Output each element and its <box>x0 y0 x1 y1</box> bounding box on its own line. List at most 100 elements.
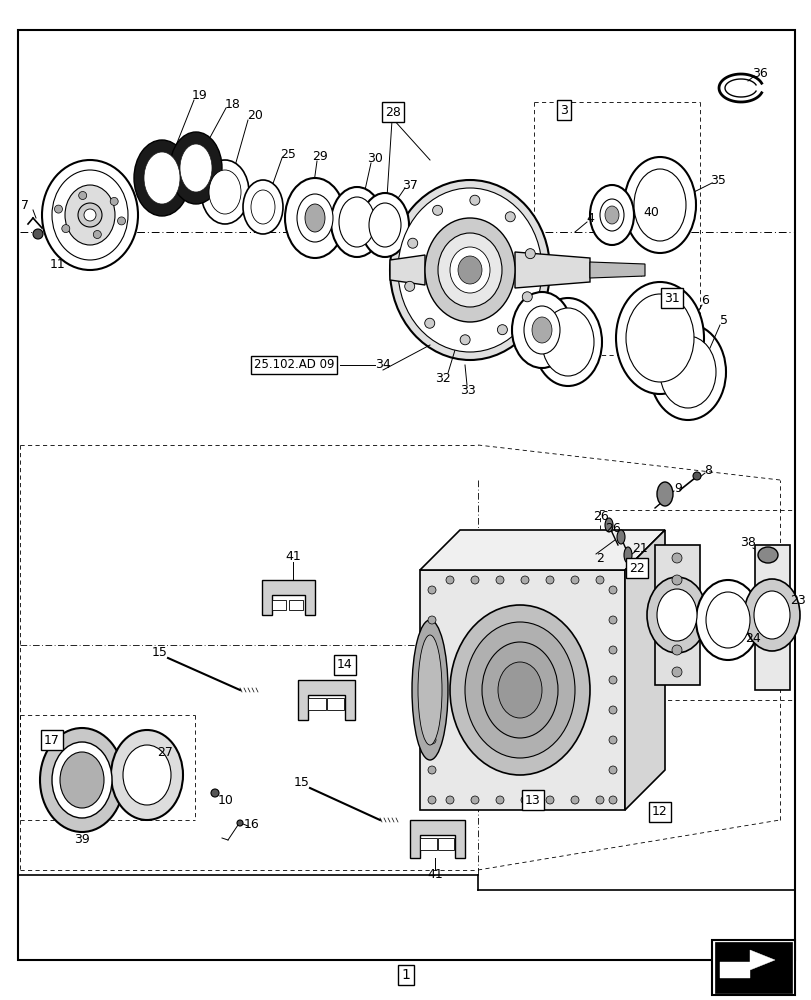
Ellipse shape <box>705 592 749 648</box>
Circle shape <box>672 575 681 585</box>
Ellipse shape <box>541 308 594 376</box>
Bar <box>327 698 344 710</box>
Polygon shape <box>754 545 789 690</box>
Text: 30: 30 <box>367 152 383 165</box>
Circle shape <box>237 820 242 826</box>
Circle shape <box>33 229 43 239</box>
Ellipse shape <box>753 591 789 639</box>
Ellipse shape <box>449 247 489 293</box>
Polygon shape <box>719 950 774 978</box>
Text: 16: 16 <box>244 818 260 831</box>
Text: 18: 18 <box>225 98 241 111</box>
Circle shape <box>110 197 118 205</box>
Ellipse shape <box>297 194 333 242</box>
Ellipse shape <box>411 620 448 760</box>
Ellipse shape <box>285 178 345 258</box>
Text: 33: 33 <box>460 383 475 396</box>
Ellipse shape <box>616 282 703 394</box>
Text: 2: 2 <box>595 552 603 564</box>
Text: 1: 1 <box>401 968 410 982</box>
Text: 15: 15 <box>294 776 310 790</box>
Circle shape <box>521 796 528 804</box>
Ellipse shape <box>111 730 182 820</box>
Text: 39: 39 <box>74 833 90 846</box>
Bar <box>307 698 325 710</box>
Ellipse shape <box>482 642 557 738</box>
Ellipse shape <box>201 160 249 224</box>
Ellipse shape <box>512 292 571 368</box>
Text: 25.102.AD 09: 25.102.AD 09 <box>253 359 334 371</box>
Text: 40: 40 <box>642 206 658 219</box>
Text: 41: 41 <box>427 868 442 882</box>
Circle shape <box>497 325 507 335</box>
Polygon shape <box>298 680 354 720</box>
Ellipse shape <box>590 185 633 245</box>
Circle shape <box>692 472 700 480</box>
Circle shape <box>427 586 436 594</box>
Circle shape <box>470 195 479 205</box>
Circle shape <box>460 335 470 345</box>
Ellipse shape <box>457 256 482 284</box>
Polygon shape <box>262 580 315 615</box>
Circle shape <box>118 217 126 225</box>
Circle shape <box>608 676 616 684</box>
Ellipse shape <box>531 317 551 343</box>
Text: 3: 3 <box>560 104 567 117</box>
Circle shape <box>404 281 414 291</box>
Circle shape <box>424 318 434 328</box>
Ellipse shape <box>534 298 601 386</box>
Ellipse shape <box>449 605 590 775</box>
Ellipse shape <box>251 190 275 224</box>
Circle shape <box>427 766 436 774</box>
Ellipse shape <box>656 589 696 641</box>
Bar <box>289 600 303 610</box>
Text: 28: 28 <box>384 106 401 119</box>
Text: 19: 19 <box>192 89 208 102</box>
Circle shape <box>496 796 504 804</box>
Circle shape <box>427 646 436 654</box>
Circle shape <box>595 796 603 804</box>
Circle shape <box>608 766 616 774</box>
Ellipse shape <box>368 203 401 247</box>
Text: 4: 4 <box>586 212 593 225</box>
Circle shape <box>470 796 478 804</box>
Circle shape <box>608 796 616 804</box>
Circle shape <box>427 796 436 804</box>
Polygon shape <box>654 545 699 685</box>
Bar <box>272 600 285 610</box>
Ellipse shape <box>424 218 514 322</box>
Ellipse shape <box>656 482 672 506</box>
Ellipse shape <box>743 579 799 651</box>
Circle shape <box>79 191 87 199</box>
Polygon shape <box>590 262 644 278</box>
Circle shape <box>78 203 102 227</box>
Ellipse shape <box>523 306 560 354</box>
Text: 37: 37 <box>401 179 418 192</box>
Text: 31: 31 <box>663 292 679 304</box>
Ellipse shape <box>60 752 104 808</box>
Text: 6: 6 <box>700 294 708 306</box>
Circle shape <box>672 553 681 563</box>
Ellipse shape <box>40 728 124 832</box>
Ellipse shape <box>604 518 612 532</box>
Ellipse shape <box>633 169 685 241</box>
Ellipse shape <box>52 170 128 260</box>
Text: 26: 26 <box>604 522 620 534</box>
Circle shape <box>525 249 534 259</box>
Ellipse shape <box>646 577 706 653</box>
Circle shape <box>672 645 681 655</box>
Polygon shape <box>514 252 590 288</box>
Text: 25: 25 <box>280 148 295 161</box>
Text: 14: 14 <box>337 658 353 672</box>
Ellipse shape <box>242 180 283 234</box>
Ellipse shape <box>465 622 574 758</box>
Ellipse shape <box>42 160 138 270</box>
Text: 27: 27 <box>157 745 173 758</box>
Text: 21: 21 <box>631 542 647 554</box>
Polygon shape <box>714 942 791 993</box>
Ellipse shape <box>180 144 212 192</box>
Text: 12: 12 <box>651 805 667 818</box>
Text: 41: 41 <box>285 550 301 564</box>
Ellipse shape <box>65 185 115 245</box>
Circle shape <box>432 205 442 215</box>
